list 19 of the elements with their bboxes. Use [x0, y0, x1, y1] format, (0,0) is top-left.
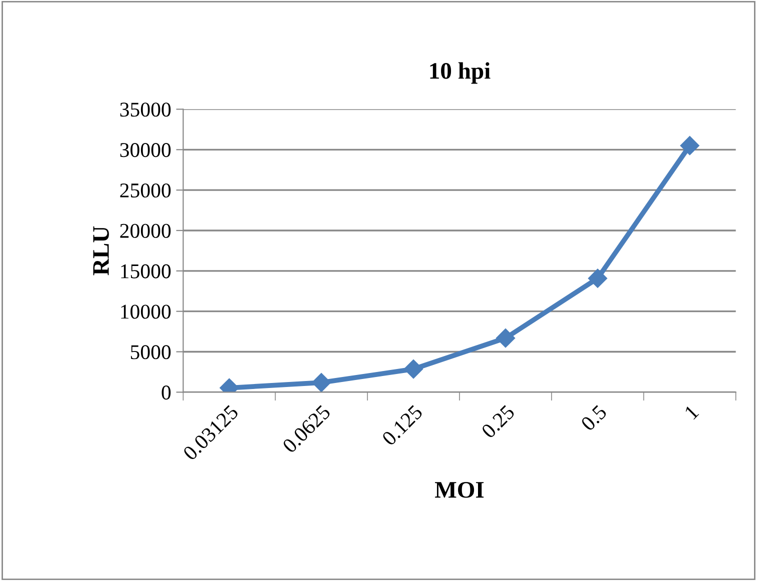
- y-tick-label: 15000: [121, 264, 171, 278]
- x-tick-label: 0.5: [580, 404, 608, 432]
- y-tick-label: 20000: [120, 224, 171, 238]
- y-tick-label: 25000: [120, 183, 171, 198]
- y-tick-label: 35000: [120, 102, 171, 117]
- y-tick-label: 30000: [120, 143, 171, 158]
- point: [496, 328, 516, 348]
- y-tick-label: 5000: [130, 345, 171, 360]
- x-axis-title: MOI: [434, 482, 484, 498]
- point: [404, 360, 423, 379]
- x-tick-label: 0.25: [480, 404, 516, 439]
- point: [588, 268, 608, 288]
- point: [680, 136, 700, 156]
- y-tick-label: 0: [162, 386, 171, 400]
- y-tick-label: 10000: [121, 304, 171, 319]
- point: [312, 373, 331, 392]
- y-axis-title: RLU: [93, 226, 109, 276]
- chart-title: 10 hpi: [430, 62, 490, 84]
- x-tick-label: 1: [684, 404, 700, 420]
